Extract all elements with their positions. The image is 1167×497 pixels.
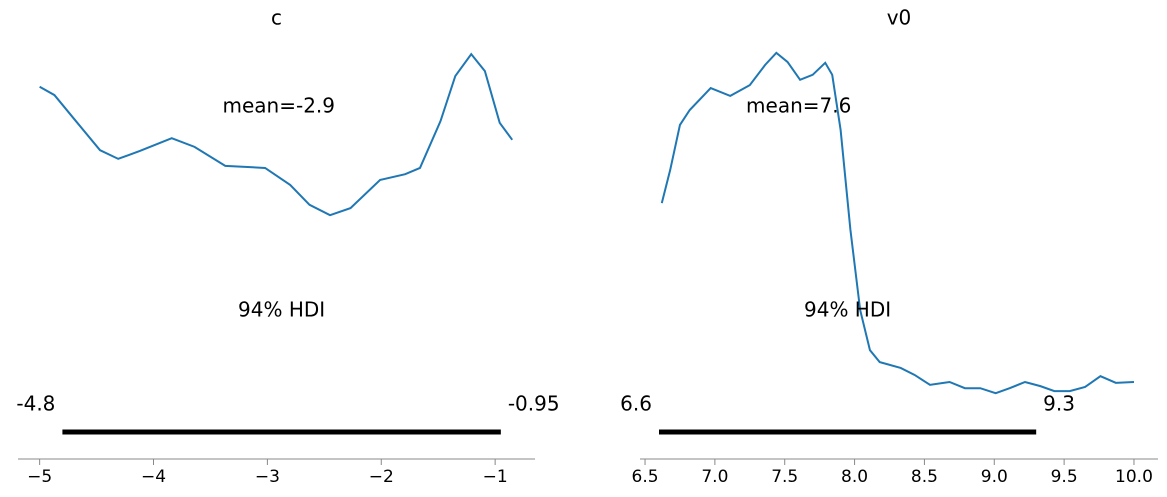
x-tick-label: 6.5	[632, 467, 659, 487]
x-tick-label: 9.5	[1051, 467, 1078, 487]
hdi-low-label: 6.6	[620, 392, 652, 416]
hdi-label: 94% HDI	[804, 298, 891, 322]
hdi-label: 94% HDI	[238, 298, 325, 322]
x-tick-label: −4	[141, 467, 166, 487]
mean-label: mean=-2.9	[223, 94, 336, 118]
x-tick-label: 7.0	[701, 467, 728, 487]
hdi-high-label: -0.95	[508, 392, 560, 416]
x-tick-label: −5	[27, 467, 52, 487]
x-tick-label: −2	[369, 467, 394, 487]
mean-label: mean=7.6	[746, 94, 851, 118]
hdi-low-label: -4.8	[16, 392, 55, 416]
x-tick-label: −1	[483, 467, 508, 487]
density-line	[39, 52, 514, 217]
x-tick-label: 8.5	[911, 467, 938, 487]
x-tick-label: 10.0	[1115, 467, 1153, 487]
panel-title: v0	[887, 6, 912, 30]
density-line	[660, 51, 1135, 395]
hdi-high-label: 9.3	[1043, 392, 1075, 416]
x-tick-label: 8.0	[841, 467, 868, 487]
x-tick-label: −3	[255, 467, 280, 487]
x-tick-label: 9.0	[981, 467, 1008, 487]
x-tick-label: 7.5	[771, 467, 798, 487]
panel-title: c	[271, 6, 282, 30]
